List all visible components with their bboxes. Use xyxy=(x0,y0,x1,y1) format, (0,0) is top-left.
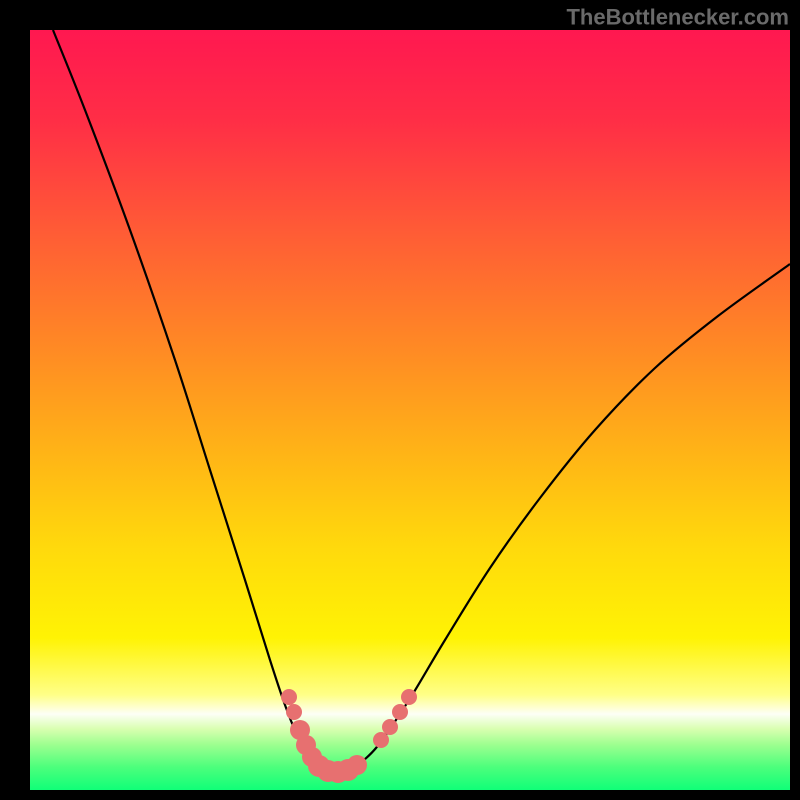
chart-container: TheBottlenecker.com xyxy=(0,0,800,800)
marker-dot xyxy=(373,732,389,748)
watermark-text: TheBottlenecker.com xyxy=(566,5,789,30)
marker-dot xyxy=(286,704,302,720)
marker-dot xyxy=(401,689,417,705)
marker-dot xyxy=(347,755,367,775)
marker-dot xyxy=(281,689,297,705)
chart-svg: TheBottlenecker.com xyxy=(0,0,800,800)
plot-background xyxy=(30,30,790,790)
marker-dot xyxy=(392,704,408,720)
marker-dot xyxy=(382,719,398,735)
